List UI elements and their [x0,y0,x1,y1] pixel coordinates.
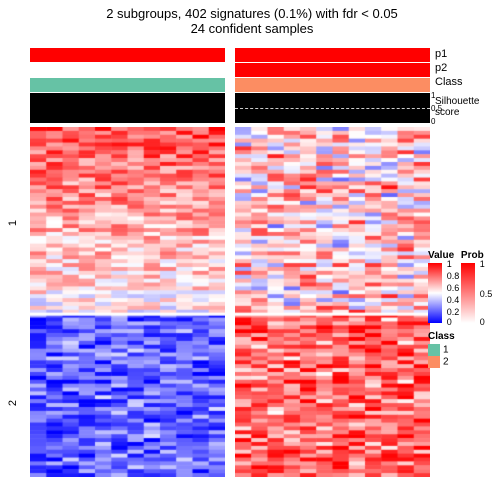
legend-value-prob: Value 1 0.8 0.6 0.4 0.2 0 Prob 1 0.5 0 [428,250,500,323]
legend-class: Class 1 2 [428,331,500,368]
title-line1: 2 subgroups, 402 signatures (0.1%) with … [0,0,504,21]
swatch-class-1 [428,344,440,356]
sil-tick-0: 0 [431,117,435,126]
legend-class-item-2: 2 [428,356,500,368]
legend-prob-gradient [461,263,475,323]
plot-area: p1 p2 Class 1 0.5 0 Silhouette score 1 2 [30,48,430,496]
label-class: Class [435,76,463,88]
track-p2-left [30,63,225,77]
track-p2 [30,63,430,77]
track-p1-right [235,48,430,62]
track-class-right [235,78,430,92]
legend-value-gradient [428,263,442,323]
cluster-label-2: 2 [7,400,19,406]
track-p2-right [235,63,430,77]
cluster-label-1: 1 [7,220,19,226]
legends: Value 1 0.8 0.6 0.4 0.2 0 Prob 1 0.5 0 C… [428,250,500,376]
track-p1-left [30,48,225,62]
label-p1: p1 [435,48,447,60]
track-silhouette [30,93,430,123]
track-class-left [30,78,225,92]
track-p1 [30,48,430,62]
legend-class-item-1: 1 [428,344,500,356]
track-class [30,78,430,92]
heatmap-left [30,127,225,477]
heatmap-container: 1 2 [30,127,430,477]
heatmap-right [235,127,430,477]
label-p2: p2 [435,62,447,74]
title-line2: 24 confident samples [0,21,504,36]
swatch-class-2 [428,356,440,368]
legend-class-title: Class [428,331,500,342]
label-silhouette: Silhouette score [435,96,479,118]
